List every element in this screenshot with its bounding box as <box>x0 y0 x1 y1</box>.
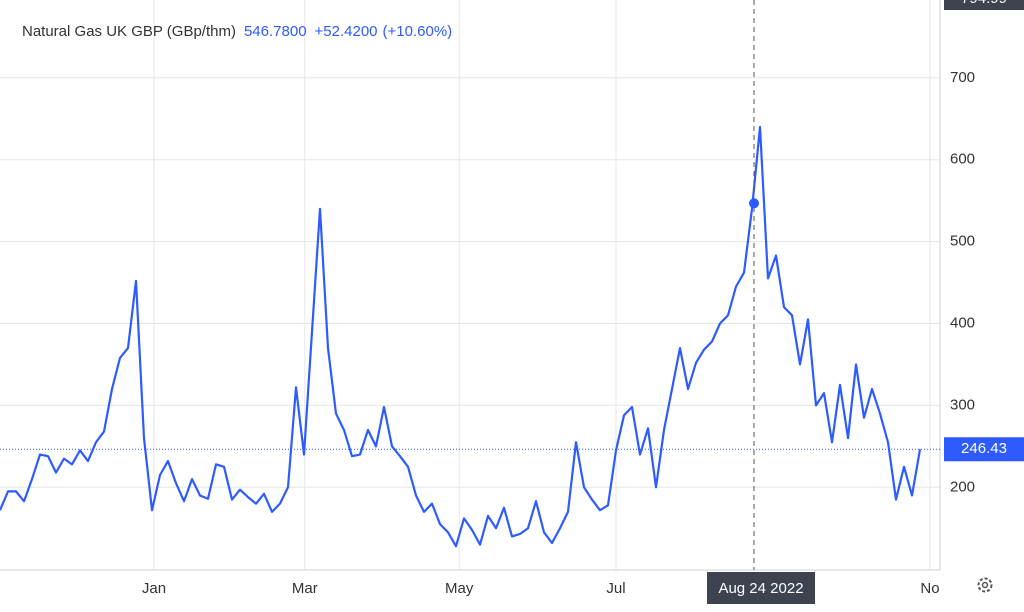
change-percent: (+10.60%) <box>383 23 453 40</box>
y-max-label: 794.99 <box>961 0 1007 7</box>
y-max-box <box>944 0 1024 10</box>
y-tick-label: 200 <box>950 478 975 495</box>
x-tick-label: No <box>920 580 939 597</box>
y-tick-label: 500 <box>950 233 975 250</box>
gear-inner <box>981 581 989 589</box>
gear-outer <box>977 577 993 593</box>
x-tick-label: Jul <box>606 580 625 597</box>
settings-icon[interactable] <box>977 577 993 593</box>
chart-title: Natural Gas UK GBP (GBp/thm) 546.7800 +52.… <box>22 23 452 40</box>
crosshair-point <box>749 198 759 209</box>
price-line <box>0 125 922 548</box>
change: +52.4200 <box>315 23 378 40</box>
crosshair-label-box <box>707 572 815 604</box>
price: 546.7800 <box>244 23 307 40</box>
y-tick-label: 300 <box>950 396 975 413</box>
grid <box>0 0 941 571</box>
y-tick-label: 400 <box>950 314 975 331</box>
y-tick-label: 600 <box>950 151 975 168</box>
x-tick-label: Mar <box>292 580 318 597</box>
current-value-box <box>944 437 1024 462</box>
x-tick-label: Jan <box>142 580 166 597</box>
current-value-label: 246.43 <box>961 440 1007 457</box>
x-tick-label: May <box>445 580 474 597</box>
crosshair-label: Aug 24 2022 <box>718 580 803 597</box>
instrument-name: Natural Gas UK GBP (GBp/thm) <box>22 23 236 40</box>
y-tick-label: 700 <box>950 69 975 86</box>
